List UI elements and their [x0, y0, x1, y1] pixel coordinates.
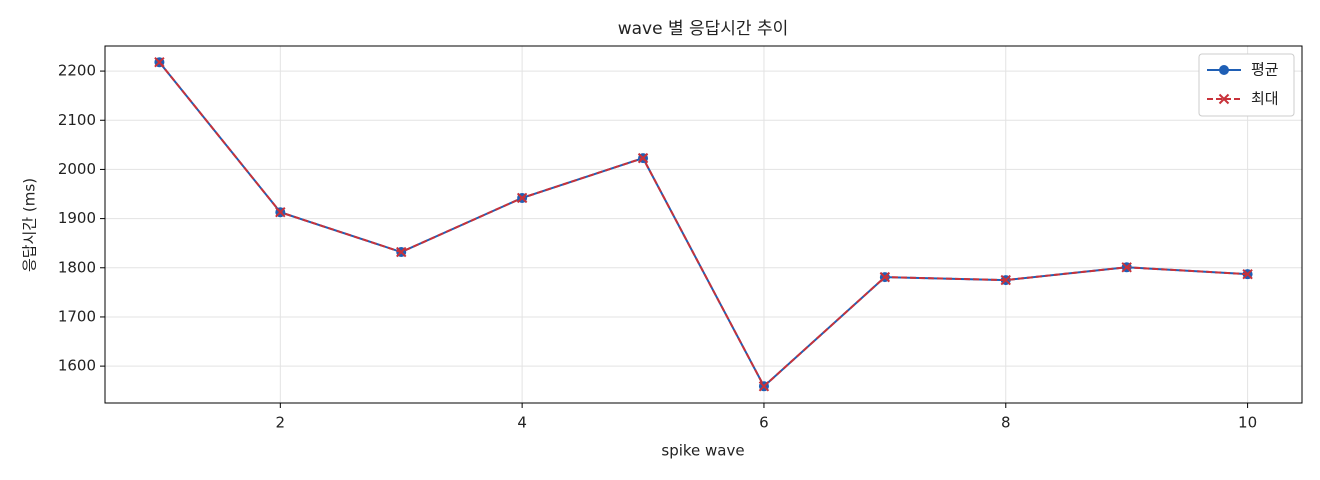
legend-label: 최대	[1251, 90, 1279, 108]
marker	[1121, 262, 1132, 273]
marker	[275, 206, 286, 218]
marker	[879, 271, 891, 283]
y-tick-label: 1600	[58, 357, 96, 375]
marker	[516, 192, 528, 204]
y-tick-label: 2100	[58, 111, 96, 129]
x-tick-label: 10	[1238, 414, 1257, 432]
series-line	[158, 61, 1248, 388]
marker	[396, 246, 407, 258]
x-tick-label: 2	[276, 414, 286, 432]
marker	[154, 57, 165, 68]
x-tick-label: 4	[517, 414, 527, 432]
legend-marker	[1218, 93, 1230, 105]
y-tick-label: 2200	[58, 62, 96, 80]
legend-marker	[1219, 65, 1229, 75]
x-tick-label: 8	[1001, 414, 1011, 432]
marker	[758, 381, 770, 392]
plot-frame	[104, 45, 1303, 404]
series-line	[158, 61, 1248, 388]
y-tick-label: 1900	[58, 209, 96, 227]
x-axis-label: spike wave	[661, 442, 744, 460]
marker	[1242, 268, 1253, 280]
marker	[1000, 274, 1011, 286]
y-axis-label: 응답시간 (ms)	[21, 178, 39, 272]
legend-box	[1198, 53, 1295, 117]
y-tick-label: 2000	[58, 160, 96, 178]
marker	[637, 152, 649, 164]
y-tick-label: 1800	[58, 258, 96, 276]
x-tick-label: 6	[759, 414, 769, 432]
legend-label: 평균	[1251, 61, 1279, 79]
chart-title: wave 별 응답시간 추이	[618, 19, 789, 39]
y-tick-label: 1700	[58, 307, 96, 325]
